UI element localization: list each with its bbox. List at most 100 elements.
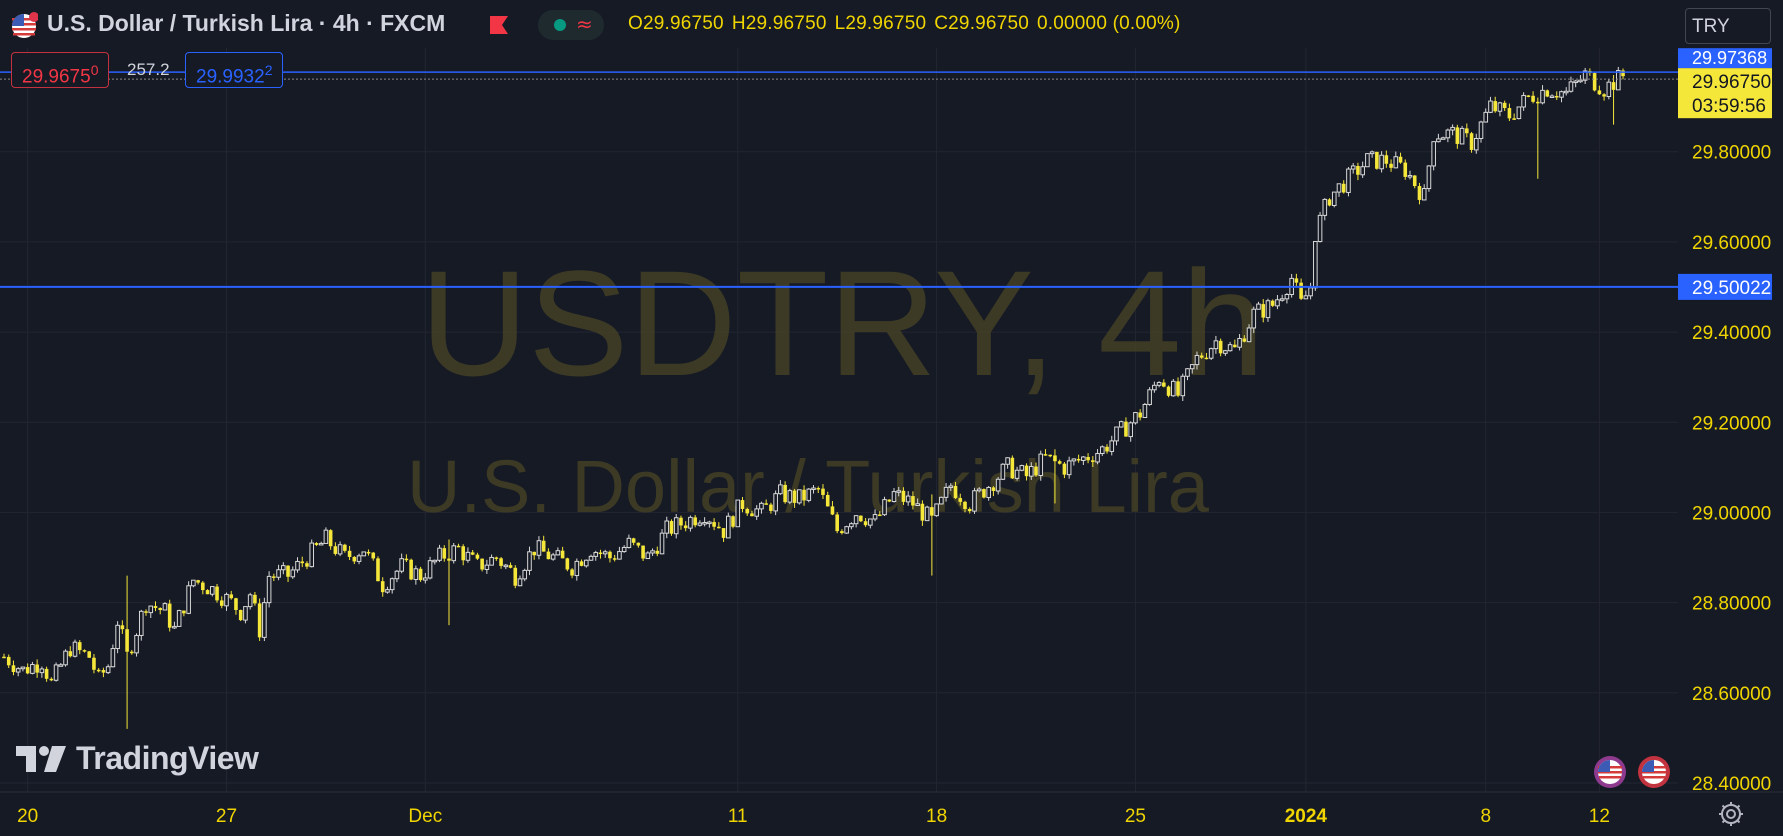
candle [1540, 85, 1545, 105]
candle-body [816, 488, 821, 490]
sell-button[interactable]: 29.96750 [11, 52, 110, 88]
candle [35, 659, 39, 678]
candle [1138, 409, 1142, 421]
candle [281, 562, 286, 575]
candle-body [915, 503, 920, 507]
y-tick-label: 28.60000 [1692, 684, 1771, 705]
candle [821, 484, 825, 500]
candle-body [1185, 368, 1190, 377]
candle [679, 515, 683, 530]
candle [934, 503, 939, 517]
candle-body [1010, 457, 1015, 479]
candle-body [773, 493, 778, 512]
market-status-pill[interactable]: ≈ [538, 10, 604, 40]
tradingview-logo[interactable]: TradingView [16, 740, 259, 777]
candle-body [896, 490, 902, 493]
candle [30, 661, 35, 675]
price-axis-bg [1678, 0, 1783, 836]
candle-body [806, 488, 812, 501]
candle-body [96, 669, 101, 672]
candle [641, 545, 645, 561]
spread-value: 257.2 [127, 60, 170, 79]
candle-body [1436, 138, 1441, 143]
currency-select[interactable]: TRY [1685, 8, 1771, 44]
candle [134, 633, 139, 657]
candle [1124, 417, 1128, 437]
candle-body [39, 668, 45, 674]
candle-body [626, 537, 632, 548]
candle-body [976, 488, 982, 492]
candle-body [641, 545, 645, 559]
candle [167, 599, 172, 632]
candle-body [442, 548, 447, 559]
candle-body [266, 575, 272, 604]
candle-body [1014, 469, 1020, 479]
watermark-line1: USDTRY, 4h [420, 239, 1265, 407]
candle-body [243, 606, 248, 621]
candle-body [451, 545, 457, 562]
candle [546, 548, 551, 560]
candle [44, 666, 49, 682]
candle-body [967, 508, 972, 512]
candle [769, 502, 773, 514]
candle-body [1384, 155, 1389, 164]
candle [1459, 125, 1465, 145]
candle [702, 517, 707, 527]
candle [707, 520, 712, 528]
candle-body [92, 657, 96, 670]
candle-body [432, 559, 438, 563]
candle-body [447, 558, 451, 561]
candle-body [1336, 183, 1342, 193]
candle [608, 550, 612, 563]
symbol-title[interactable]: U.S. Dollar / Turkish Lira · 4h · FXCM [47, 10, 446, 36]
candle-body [309, 542, 315, 568]
candle-body [1147, 389, 1152, 405]
candle [1521, 92, 1526, 111]
candle [494, 556, 499, 561]
candle-body [1261, 304, 1266, 318]
candle [1109, 435, 1115, 456]
candle-body [1057, 461, 1062, 464]
candle-body [697, 522, 703, 526]
candle-body [1545, 90, 1550, 97]
candle [1554, 91, 1559, 101]
candle-body [371, 552, 376, 559]
candle-body [844, 526, 849, 534]
candle-body [555, 550, 561, 556]
candle-body [376, 558, 380, 582]
candle-body [830, 506, 835, 515]
buy-button[interactable]: 29.99322 [185, 52, 284, 88]
candle-body [1279, 298, 1285, 301]
candle [1365, 153, 1370, 168]
candle-body [191, 579, 196, 587]
ohlc-close: C29.96750 [934, 13, 1030, 34]
candle [792, 488, 797, 508]
candle [53, 662, 59, 682]
candle-body [1531, 95, 1535, 102]
candle-body [134, 634, 139, 654]
candle-body [645, 552, 651, 560]
candle [1176, 377, 1180, 398]
candle-body [437, 547, 442, 561]
us-flag-event-icon[interactable] [1637, 755, 1671, 789]
candle [612, 554, 617, 562]
candle-body [655, 550, 660, 554]
candle [621, 545, 627, 553]
us-flag-badge-icon[interactable] [1593, 755, 1627, 789]
candle-body [565, 558, 570, 570]
candle [105, 664, 111, 675]
candle-body [1346, 168, 1351, 193]
gear-icon[interactable] [1718, 801, 1744, 827]
candle [693, 514, 697, 528]
candle [72, 639, 78, 658]
candle-body [253, 594, 257, 604]
candle-body [503, 564, 509, 568]
candle-body [257, 603, 262, 638]
flag-marker-icon[interactable] [488, 14, 510, 36]
candle [148, 605, 154, 618]
candle [409, 558, 413, 581]
candle-body [35, 664, 39, 673]
candle [967, 507, 972, 514]
candle-body [863, 521, 868, 526]
